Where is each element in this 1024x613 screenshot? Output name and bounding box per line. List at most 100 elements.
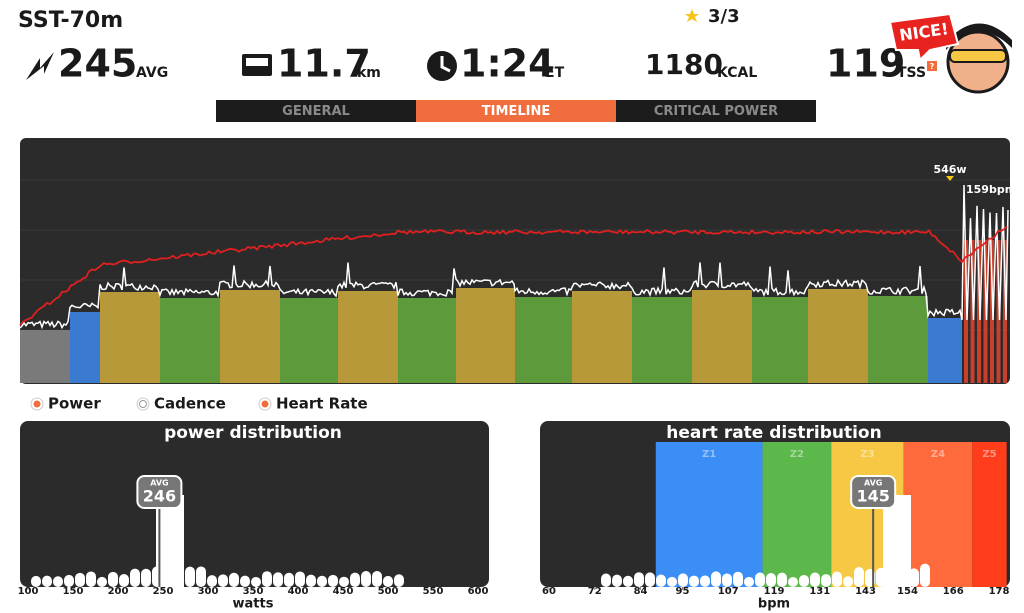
x-tick-label: 100 [18, 586, 39, 597]
hist-bump [733, 571, 743, 587]
x-tick-label: 60 [542, 586, 556, 597]
hist-bump [810, 572, 820, 587]
x-tick-label: 166 [943, 586, 964, 597]
avg-caption: AVG [864, 479, 882, 488]
hist-bump [766, 573, 776, 587]
activity-title: SST-70m [18, 8, 123, 33]
zone-block [572, 291, 632, 383]
zone-block [868, 296, 928, 383]
max-power-label: 546w [933, 163, 966, 176]
hist-bump [273, 572, 283, 587]
stat-value: 1180 [645, 48, 723, 81]
x-tick-label: 178 [989, 586, 1010, 597]
legend-label: Power [48, 395, 101, 413]
zone-block [515, 297, 572, 383]
hist-bump [295, 571, 305, 587]
power-line [19, 184, 1009, 330]
stat-unit: km [357, 65, 381, 81]
star-icon [685, 9, 699, 22]
tss-help-mark: ? [930, 62, 935, 71]
x-tick-label: 350 [243, 586, 264, 597]
tab[interactable] [416, 100, 616, 122]
hist-bump [86, 571, 96, 587]
distance-icon [242, 54, 272, 76]
hist-bump [623, 575, 633, 587]
hist-bump [755, 572, 765, 587]
tab-label: CRITICAL POWER [654, 104, 778, 119]
hist-bump [645, 572, 655, 587]
zone-block [692, 290, 752, 383]
sprint-block [983, 240, 988, 383]
panel-title: heart rate distribution [666, 423, 881, 443]
legend-label: Cadence [154, 395, 226, 413]
hist-bump [678, 573, 688, 587]
sprint-block [977, 240, 981, 383]
legend-dot [139, 400, 147, 408]
stat-value: 245 [58, 42, 137, 86]
stat-unit: ET [545, 65, 565, 81]
stat-value: 11.7 [277, 42, 371, 86]
hist-bump [185, 566, 195, 587]
hist-bump [108, 571, 118, 587]
hist-bump [262, 571, 272, 587]
zone-block [220, 290, 280, 383]
tab-label: TIMELINE [482, 104, 550, 119]
hist-bump [218, 574, 228, 587]
power-distribution-panel [20, 421, 489, 587]
x-tick-label: 250 [153, 586, 174, 597]
hist-bump [97, 576, 107, 587]
zone-block [338, 291, 398, 383]
x-tick-label: 500 [378, 586, 399, 597]
zone-block [100, 292, 160, 383]
stars: 3/3 [708, 6, 740, 27]
sprint-block [964, 240, 968, 383]
avg-box [850, 475, 897, 509]
zone-band [972, 442, 1007, 587]
max-marker [946, 176, 954, 181]
x-tick-label: 450 [333, 586, 354, 597]
zone-block [752, 297, 808, 383]
hist-bump [240, 575, 250, 587]
hist-bump [328, 574, 338, 587]
hist-bump [207, 575, 217, 587]
hist-bump [601, 573, 611, 587]
avg-value: 246 [143, 487, 176, 506]
tab[interactable] [616, 100, 816, 122]
tss-help[interactable] [927, 61, 937, 71]
sprint-block [990, 240, 994, 383]
hist-bump [196, 566, 206, 587]
avg-value: 145 [856, 487, 889, 506]
x-tick-label: 107 [718, 586, 739, 597]
tab[interactable] [216, 100, 416, 122]
hist-bump [130, 568, 140, 587]
zone-band [655, 442, 763, 587]
power-icon [26, 52, 54, 80]
avg-caption: AVG [150, 479, 168, 488]
zone-block [160, 298, 220, 383]
hist-bump [843, 576, 853, 587]
zone-block [456, 288, 515, 383]
x-tick-label: 550 [423, 586, 444, 597]
zone-label: Z4 [931, 449, 945, 460]
hist-bump [799, 574, 809, 587]
hist-bump [350, 572, 360, 587]
avg-box [136, 475, 183, 509]
hist-bump [689, 575, 699, 587]
zone-band [903, 442, 973, 587]
hist-bump [383, 575, 393, 587]
stat-unit: KCAL [717, 65, 757, 81]
x-tick-label: 600 [468, 586, 489, 597]
zone-block [632, 297, 692, 383]
x-tick-label: 131 [809, 586, 830, 597]
hist-bump [372, 571, 382, 587]
hist-bump [821, 574, 831, 587]
x-tick-label: 143 [855, 586, 876, 597]
hist-bump [700, 575, 710, 587]
hist-bump [64, 574, 74, 587]
heart-rate-line [19, 225, 1008, 326]
hist-bump [711, 571, 721, 587]
zone-block [808, 289, 868, 383]
zone-block [20, 330, 70, 383]
